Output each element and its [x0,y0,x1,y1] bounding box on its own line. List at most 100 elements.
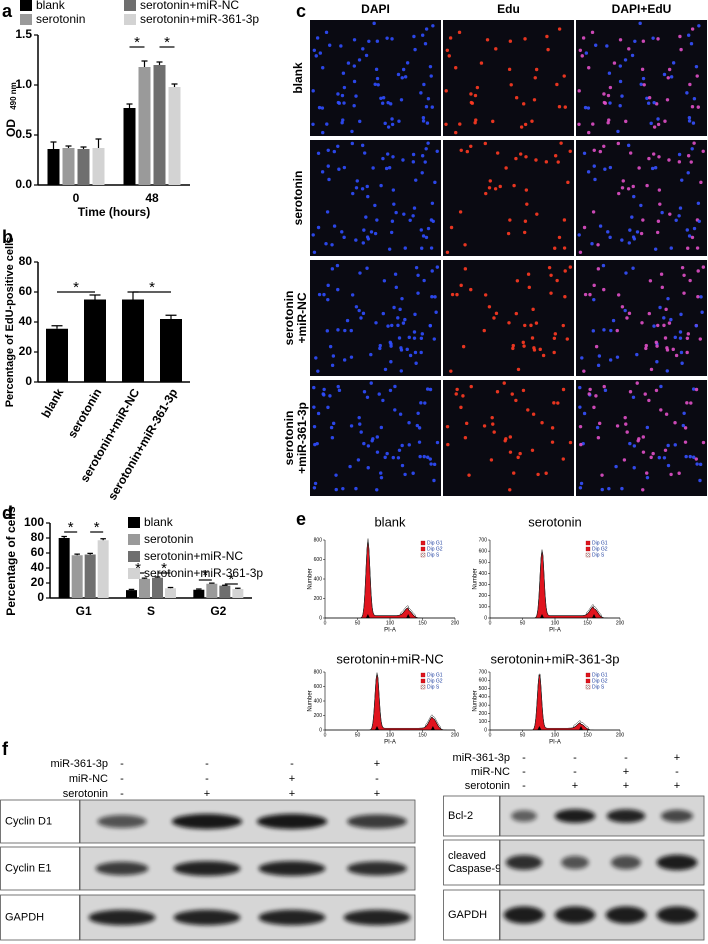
row-label: +miR-361-3p [295,402,309,474]
cell-dot [414,361,418,365]
cell-dot [691,121,696,125]
cell-dot [373,203,377,208]
cell-dot [416,411,420,415]
y-tick-label: 400 [479,694,488,700]
cell-dot [514,156,518,161]
cell-dot [510,392,514,396]
cell-dot [411,214,415,218]
y-tick-label: 0 [484,615,487,621]
cell-dot [674,218,678,222]
cell-dot [375,218,379,222]
cell-dot [593,177,597,182]
cell-dot [331,421,336,426]
cell-dot [658,202,662,206]
band-label: Caspase-9 [448,863,501,875]
bar [71,555,83,598]
cell-dot [463,243,467,247]
cell-dot [617,191,621,196]
cell-dot [374,67,379,72]
legend-swatch [585,672,591,678]
cell-dot [508,488,512,492]
y-tick-label: 80 [19,254,33,268]
cell-dot [351,191,355,196]
cell-dot [686,246,690,250]
cell-dot [557,27,562,31]
cell-dot [701,265,706,269]
cell-dot [342,85,347,90]
y-tick-label: 800 [314,669,323,675]
cell-dot [388,388,393,393]
micrograph [443,260,574,376]
cell-dot [397,336,402,340]
legend-swatch [585,678,591,684]
cell-dot [313,481,318,486]
cell-dot [530,448,535,453]
cell-dot [330,363,335,368]
cell-dot [615,424,620,428]
micrograph [310,20,441,136]
cell-dot [407,420,411,425]
cell-dot [322,292,326,297]
cell-dot [419,228,423,232]
cell-dot [413,312,417,317]
x-tick-label: S [147,604,155,618]
micrograph [576,20,707,136]
cell-dot [568,149,572,153]
cell-dot [366,444,371,448]
significance-star: * [149,279,155,296]
cell-dot [389,360,393,364]
cell-dot [516,455,520,460]
cell-dot [312,486,317,490]
cell-dot [341,118,345,122]
cell-dot [530,119,534,123]
cell-dot [446,442,450,447]
cell-dot [547,265,552,270]
cell-dot [667,67,672,72]
cell-dot [688,82,692,87]
cell-dot [632,237,637,241]
cell-dot [594,344,599,349]
cell-dot [690,235,695,240]
cell-dot [426,141,430,145]
cell-dot [483,293,488,297]
treatment-sign: + [674,752,680,764]
cell-dot [408,218,412,222]
protein-band [95,861,149,876]
treatment-sign: + [572,780,578,792]
cell-dot [419,350,423,355]
cell-dot [484,191,488,196]
cell-dot [687,116,692,120]
cell-dot [630,215,634,219]
cell-dot [649,455,653,460]
protein-band [611,855,641,870]
cell-dot [597,421,602,426]
protein-band [173,909,241,926]
cell-dot [494,47,498,51]
panel-label: e [296,509,306,529]
cell-dot [396,72,401,77]
cell-dot [647,156,651,161]
cell-dot [400,296,404,301]
cell-dot [459,148,463,152]
panel-label: b [2,227,13,247]
cell-dot [611,318,616,323]
cell-dot [413,350,418,355]
cell-dot [618,64,623,68]
cell-dot [423,41,428,46]
cell-dot [494,311,499,316]
treatment-sign: - [120,773,124,785]
y-tick-label: 700 [479,669,488,675]
cell-dot [641,218,645,222]
cell-dot [450,292,455,297]
cell-dot [696,295,700,299]
cell-dot [449,225,454,230]
cell-dot [657,155,661,159]
y-tick-label: 600 [479,678,488,684]
row-label: blank [291,62,305,94]
cell-dot [607,71,612,75]
cell-dot [326,405,330,410]
cell-dot [511,346,515,351]
x-tick-label: 100 [551,732,560,738]
cell-dot [373,231,378,236]
cell-dot [578,385,582,390]
